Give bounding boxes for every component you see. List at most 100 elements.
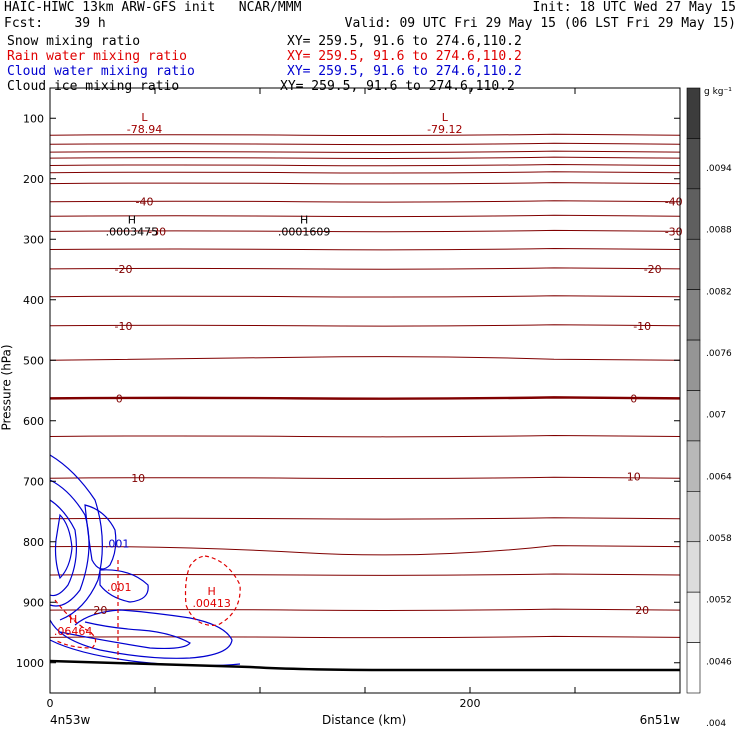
isotherm-line — [49, 356, 681, 361]
y-tick-label: 600 — [23, 415, 44, 428]
extremum-marker: L — [141, 111, 148, 124]
isotherm-line — [49, 171, 681, 174]
cloud-water-contour — [54, 513, 73, 580]
field-name-rain: Rain water mixing ratio — [7, 49, 188, 64]
isotherm-label: -30 — [148, 225, 166, 238]
colorbar-swatch — [686, 138, 701, 190]
colorbar-tick-label: .0046 — [706, 657, 732, 667]
colorbar-swatch — [686, 188, 701, 240]
right-endpoint-label: 6n51w — [639, 713, 680, 727]
colorbar-tick-label: .0052 — [706, 596, 732, 606]
colorbar-swatch — [686, 390, 701, 442]
isotherm-line — [49, 229, 681, 233]
isotherm-line — [49, 324, 681, 327]
isotherm-line — [49, 150, 681, 153]
isotherm-label: -40 — [136, 196, 154, 209]
isotherm-label: -30 — [665, 225, 683, 238]
left-endpoint-label: 4n53w — [50, 713, 91, 727]
plot-frame — [49, 87, 681, 694]
y-tick-label: 500 — [23, 354, 44, 367]
cloud-contour-label: .001 — [105, 538, 130, 551]
isotherm-label: 20 — [635, 604, 649, 617]
isotherm-line — [49, 156, 681, 160]
field-xy-rain: XY= 259.5, 91.6 to 274.6,110.2 — [287, 49, 522, 64]
isotherm-line — [49, 133, 681, 137]
y-tick-label: 900 — [23, 596, 44, 609]
colorbar-swatch — [686, 238, 701, 290]
y-tick-label: 100 — [23, 112, 44, 125]
y-tick-label: 400 — [23, 294, 44, 307]
cloud-water-contour — [49, 609, 233, 659]
header-init-time: Init: 18 UTC Wed 27 May 15 — [532, 0, 737, 15]
extremum-marker: H — [300, 213, 308, 226]
isotherm-line — [49, 200, 681, 203]
isotherm-line — [49, 396, 681, 400]
rain-water-contour — [184, 555, 241, 626]
colorbar-tick-label: .0076 — [706, 349, 732, 359]
x-tick-label: 0 — [47, 697, 54, 710]
colorbar-tick-label: .0094 — [706, 164, 732, 174]
field-name-cloud-water: Cloud water mixing ratio — [7, 64, 195, 79]
field-name-snow: Snow mixing ratio — [7, 34, 141, 49]
isotherm-line — [49, 182, 681, 185]
x-tick-label: 200 — [460, 697, 481, 710]
isotherm-label: -10 — [633, 320, 651, 333]
isotherm-label: -40 — [665, 196, 683, 209]
isotherm-label: 10 — [131, 472, 145, 485]
isotherm-label: -20 — [644, 263, 662, 276]
cloud-water-contour — [84, 504, 117, 570]
colorbar-swatch — [686, 339, 701, 391]
colorbar-swatch — [686, 87, 701, 139]
cloud-water-contour — [49, 479, 90, 607]
isotherm-line — [49, 517, 681, 520]
isotherm-line — [49, 573, 681, 576]
colorbar-tick-label: .0058 — [706, 534, 732, 544]
extremum-marker: L — [442, 111, 449, 124]
isotherm-line — [49, 267, 681, 270]
isotherm-label: -10 — [115, 320, 133, 333]
field-xy-cloud-ice: XY= 259.5, 91.6 to 274.6,110.2 — [280, 79, 515, 94]
cloud-water-contour — [99, 569, 149, 603]
field-xy-cloud-water: XY= 259.5, 91.6 to 274.6,110.2 — [287, 64, 522, 79]
colorbar-tick-label: .0088 — [706, 226, 732, 236]
colorbar-swatch — [686, 642, 701, 694]
extremum-value: -79.12 — [427, 123, 462, 136]
terrain-line — [49, 659, 680, 672]
colorbar-tick-label: .007 — [706, 411, 726, 421]
field-name-cloud-ice: Cloud ice mixing ratio — [7, 79, 180, 94]
cloud-water-contour — [49, 454, 103, 621]
cloud-water-contour — [59, 621, 191, 650]
extremum-value: .00413 — [192, 597, 231, 610]
field-xy-snow: XY= 259.5, 91.6 to 274.6,110.2 — [287, 34, 522, 49]
colorbar-tick-label: .0064 — [706, 472, 732, 482]
extremum-value: -78.94 — [127, 123, 162, 136]
extremum-value: .06464 — [54, 625, 93, 638]
y-tick-label: 800 — [23, 536, 44, 549]
extremum-marker: H — [208, 585, 216, 598]
colorbar-unit: g kg⁻¹ — [704, 87, 732, 97]
colorbar-swatch — [686, 440, 701, 492]
y-tick-label: 200 — [23, 173, 44, 186]
colorbar-swatch — [686, 491, 701, 543]
isotherm-line — [49, 163, 681, 167]
y-tick-label: 1000 — [16, 657, 44, 670]
extremum-value: .0001609 — [278, 225, 331, 238]
colorbar-tick-label: .004 — [706, 719, 726, 729]
isotherm-label: -20 — [115, 263, 133, 276]
isotherm-line — [49, 434, 681, 438]
isotherm-line — [49, 608, 681, 611]
header-forecast-hour: Fcst: 39 h — [4, 16, 106, 31]
colorbar-swatch — [686, 541, 701, 593]
colorbar-swatch — [686, 289, 701, 341]
header-valid-time: Valid: 09 UTC Fri 29 May 15 (06 LST Fri … — [344, 16, 736, 31]
isotherm-line — [49, 476, 681, 480]
isotherm-line — [49, 635, 681, 639]
isotherm-line — [49, 142, 681, 146]
extremum-marker: H — [128, 213, 136, 226]
isotherm-line — [49, 214, 681, 218]
extremum-marker: H — [69, 613, 77, 626]
cloud-water-contour — [49, 499, 78, 597]
colorbar-swatch — [686, 591, 701, 643]
isotherm-line — [49, 295, 681, 298]
